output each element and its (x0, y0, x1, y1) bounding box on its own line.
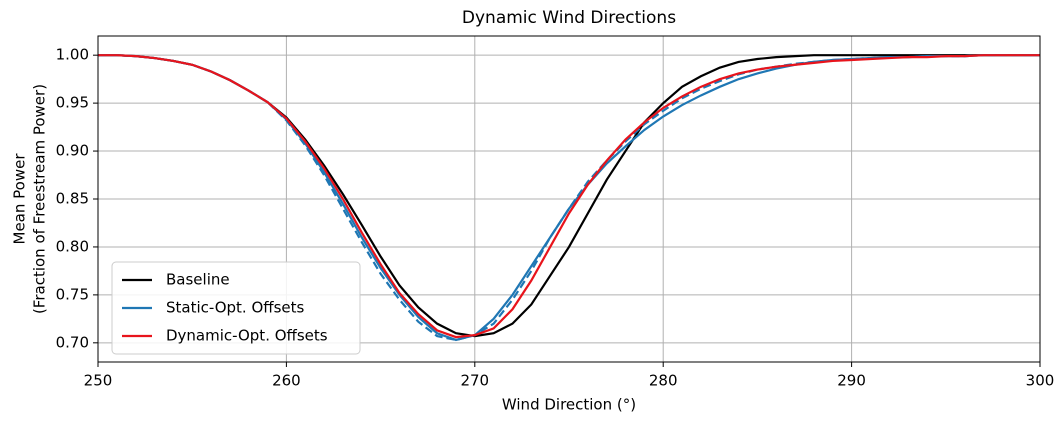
x-tick-label: 300 (1026, 372, 1055, 390)
y-tick-label: 0.85 (56, 190, 89, 208)
y-tick-label: 1.00 (56, 46, 89, 64)
y-tick-label: 0.90 (56, 142, 89, 160)
data-line (98, 54, 1040, 339)
plot-frame (97, 35, 1041, 363)
legend-label: Static-Opt. Offsets (166, 299, 305, 317)
legend-box (111, 261, 361, 355)
y-axis-label: (Fraction of Freestream Power) (31, 84, 49, 314)
legend-label: Baseline (166, 271, 230, 289)
legend-label: Dynamic-Opt. Offsets (166, 327, 328, 345)
x-tick-label: 260 (272, 372, 301, 390)
x-tick-label: 280 (649, 372, 678, 390)
y-tick-label: 0.95 (56, 94, 89, 112)
y-axis-label: Mean Power (11, 153, 29, 245)
x-axis-label: Wind Direction (°) (502, 396, 636, 414)
y-tick-label: 0.75 (56, 285, 89, 303)
x-tick-label: 270 (460, 372, 489, 390)
x-tick-label: 250 (84, 372, 113, 390)
y-tick-label: 0.80 (56, 237, 89, 255)
chart-title: Dynamic Wind Directions (462, 8, 676, 28)
y-tick-label: 0.70 (56, 333, 89, 351)
x-tick-label: 290 (837, 372, 866, 390)
